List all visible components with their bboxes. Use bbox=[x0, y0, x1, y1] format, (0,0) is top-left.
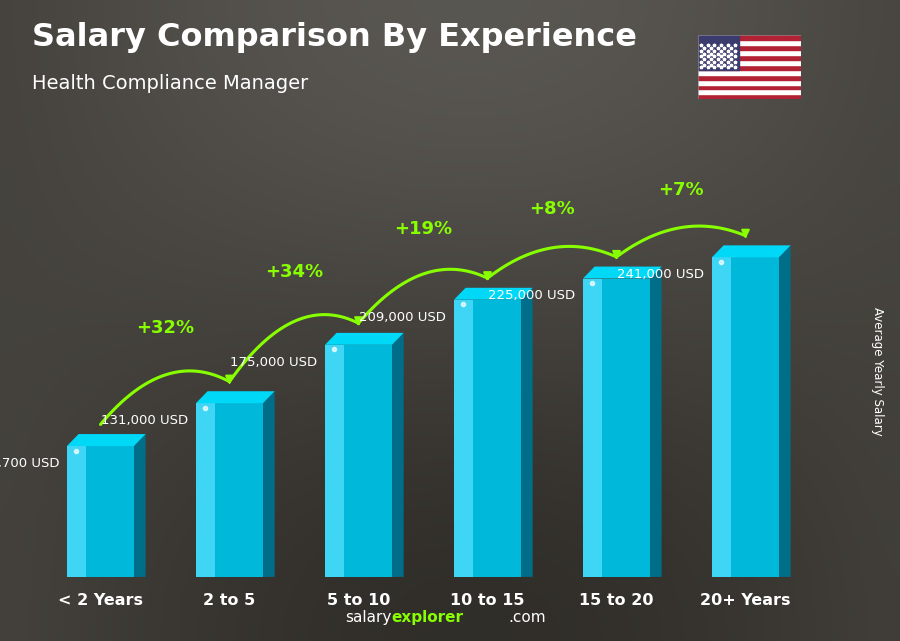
Text: 225,000 USD: 225,000 USD bbox=[488, 289, 575, 303]
Polygon shape bbox=[196, 391, 274, 403]
Text: 98,700 USD: 98,700 USD bbox=[0, 457, 59, 470]
Bar bbox=[698, 50, 801, 55]
Bar bbox=[698, 35, 801, 40]
Text: Average Yearly Salary: Average Yearly Salary bbox=[871, 308, 884, 436]
Text: Salary Comparison By Experience: Salary Comparison By Experience bbox=[32, 22, 636, 53]
Bar bbox=[698, 79, 801, 85]
Polygon shape bbox=[779, 246, 790, 577]
Text: salary: salary bbox=[345, 610, 392, 625]
Polygon shape bbox=[196, 403, 215, 577]
Polygon shape bbox=[134, 434, 146, 577]
Polygon shape bbox=[263, 391, 274, 577]
Bar bbox=[698, 55, 801, 60]
Polygon shape bbox=[521, 288, 533, 577]
Polygon shape bbox=[583, 267, 662, 278]
Text: +19%: +19% bbox=[394, 220, 452, 238]
Text: +7%: +7% bbox=[658, 181, 704, 199]
Bar bbox=[698, 70, 801, 75]
Text: .com: .com bbox=[508, 610, 546, 625]
Polygon shape bbox=[454, 288, 533, 300]
Polygon shape bbox=[325, 333, 403, 345]
Polygon shape bbox=[712, 257, 779, 577]
Text: Health Compliance Manager: Health Compliance Manager bbox=[32, 74, 308, 93]
Polygon shape bbox=[583, 278, 650, 577]
Polygon shape bbox=[196, 403, 263, 577]
Bar bbox=[698, 85, 801, 90]
Polygon shape bbox=[712, 257, 731, 577]
Bar bbox=[698, 65, 801, 70]
Polygon shape bbox=[325, 345, 344, 577]
Text: +8%: +8% bbox=[529, 201, 575, 219]
Bar bbox=[698, 40, 801, 45]
Polygon shape bbox=[454, 300, 521, 577]
Polygon shape bbox=[67, 446, 134, 577]
Bar bbox=[698, 94, 801, 99]
Polygon shape bbox=[650, 267, 662, 577]
Polygon shape bbox=[67, 446, 86, 577]
Polygon shape bbox=[712, 246, 790, 257]
Polygon shape bbox=[392, 333, 403, 577]
Text: explorer: explorer bbox=[392, 610, 464, 625]
Polygon shape bbox=[67, 434, 146, 446]
Bar bbox=[698, 60, 801, 65]
Text: 241,000 USD: 241,000 USD bbox=[617, 268, 704, 281]
Bar bbox=[698, 75, 801, 79]
Bar bbox=[698, 45, 801, 50]
Text: 209,000 USD: 209,000 USD bbox=[359, 310, 446, 324]
Polygon shape bbox=[454, 300, 473, 577]
Text: 131,000 USD: 131,000 USD bbox=[101, 414, 188, 427]
Text: +34%: +34% bbox=[265, 263, 323, 281]
Polygon shape bbox=[325, 345, 392, 577]
Bar bbox=[698, 90, 801, 94]
Polygon shape bbox=[583, 278, 602, 577]
Bar bbox=[698, 35, 739, 70]
Text: 175,000 USD: 175,000 USD bbox=[230, 356, 317, 369]
Text: +32%: +32% bbox=[136, 319, 194, 337]
